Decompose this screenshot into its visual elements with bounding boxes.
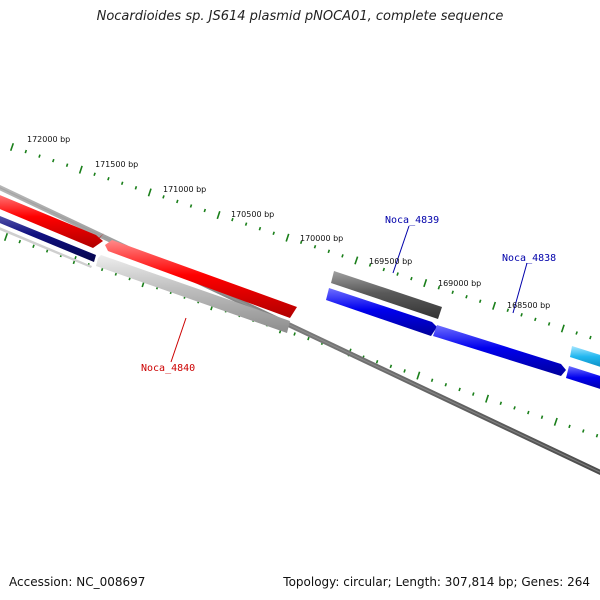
outer-scale-tick: [547, 322, 551, 326]
backbone-highlight: [0, 187, 600, 473]
outer-scale-tick: [534, 317, 537, 322]
outer-scale-tick: [285, 233, 290, 242]
outer-scale-tick: [120, 181, 124, 186]
gene-label-noca-4840[interactable]: Noca_4840: [141, 363, 195, 374]
scale-label-169000: 169000 bp: [438, 279, 481, 288]
scale-label-168500: 168500 bp: [507, 301, 550, 310]
gene-cyan-edge[interactable]: [570, 346, 600, 370]
outer-scale-tick: [410, 276, 413, 281]
gene-blue-edge[interactable]: [566, 366, 600, 392]
outer-scale-tick: [258, 226, 262, 231]
inner-scale-tick: [582, 429, 585, 433]
inner-scale-tick: [389, 364, 393, 369]
outer-scale-tick: [478, 299, 482, 304]
scale-label-170000: 170000 bp: [300, 234, 343, 243]
inner-scale-tick: [416, 371, 421, 380]
gene-noca-4838[interactable]: [433, 325, 566, 376]
inner-scale-tick: [444, 383, 448, 387]
outer-scale-tick: [189, 204, 193, 208]
outer-scale-tick: [272, 231, 275, 235]
outer-scale-tick: [24, 149, 28, 154]
gene-noca-4840-b[interactable]: [96, 255, 290, 333]
inner-scale-tick: [293, 332, 296, 336]
outer-scale-tick: [65, 163, 69, 167]
scale-label-169500: 169500 bp: [369, 257, 412, 266]
outer-scale-tick: [465, 294, 468, 299]
gene-label-noca-4839[interactable]: Noca_4839: [385, 215, 439, 226]
gene-label-noca-4838[interactable]: Noca_4838: [502, 253, 556, 264]
outer-scale-tick: [162, 195, 165, 199]
gene-navy-1[interactable]: [0, 212, 96, 262]
inner-scale-tick: [553, 417, 558, 426]
outer-scale-tick: [451, 290, 454, 294]
scale-label-170500: 170500 bp: [231, 210, 274, 219]
outer-scale-tick: [341, 254, 344, 258]
outer-scale-tick: [38, 154, 41, 158]
outer-scale-tick: [520, 313, 523, 317]
outer-scale-tick: [52, 158, 55, 163]
inner-scale-tick: [499, 401, 503, 406]
outer-scale-tick: [506, 308, 510, 313]
outer-scale-tick: [107, 176, 110, 181]
outer-scale-tick: [396, 272, 399, 276]
inner-scale-tick: [540, 415, 544, 419]
topology-summary-text: Topology: circular; Length: 307,814 bp; …: [283, 575, 590, 589]
inner-scale-tick: [403, 369, 406, 373]
scale-label-171500: 171500 bp: [95, 160, 138, 169]
inner-scale-tick: [458, 387, 461, 392]
inner-scale-tick: [375, 359, 379, 364]
outer-scale-tick: [147, 188, 152, 197]
gene-noca-4839[interactable]: [326, 288, 437, 336]
gene-red-fwd-2[interactable]: [0, 191, 103, 248]
outer-scale-tick: [560, 324, 565, 333]
inner-scale-tick: [430, 378, 434, 382]
outer-scale-tick: [354, 256, 359, 265]
outer-scale-tick: [203, 208, 207, 213]
outer-scale-tick: [299, 240, 303, 245]
outer-scale-tick: [176, 199, 179, 204]
outer-scale-tick: [78, 165, 83, 174]
outer-scale-tick: [9, 142, 15, 152]
outer-scale-tick: [423, 279, 428, 288]
map-title: Nocardioides sp. JS614 plasmid pNOCA01, …: [96, 9, 504, 24]
outer-scale-tick: [492, 301, 497, 310]
gene-navy-outline: [0, 227, 92, 268]
inner-scale-tick: [3, 232, 9, 242]
callout-noca-4838: [512, 262, 528, 314]
outer-scale-tick: [368, 263, 372, 267]
inner-scale-tick: [568, 424, 571, 429]
inner-scale-tick: [472, 392, 475, 396]
inner-scale-tick: [595, 433, 599, 438]
outer-scale-tick: [231, 217, 234, 222]
inner-scale-tick: [100, 267, 104, 272]
inner-scale-tick: [32, 244, 35, 249]
outer-scale-tick: [327, 249, 331, 254]
outer-scale-tick: [134, 186, 138, 190]
inner-scale-tick: [527, 410, 530, 415]
outer-scale-tick: [575, 331, 578, 335]
scale-label-171000: 171000 bp: [163, 185, 206, 194]
accession-text: Accession: NC_008697: [9, 575, 146, 589]
scale-label-172000: 172000 bp: [27, 135, 70, 144]
inner-scale-tick: [485, 394, 490, 403]
inner-scale-tick: [513, 406, 516, 410]
outer-scale-ticks: [9, 142, 592, 340]
callout-noca-4840: [170, 317, 187, 363]
outer-scale-tick: [216, 211, 221, 220]
gene-noca-4840-a[interactable]: [105, 240, 297, 318]
inner-scale-tick: [307, 336, 310, 341]
outer-scale-tick: [244, 222, 248, 226]
inner-scale-tick: [18, 239, 22, 244]
outer-scale-tick: [437, 285, 441, 290]
outer-scale-tick: [589, 335, 592, 340]
outer-scale-tick: [313, 245, 317, 249]
outer-scale-tick: [382, 267, 386, 272]
outer-scale-tick: [93, 172, 96, 176]
gene-noca-4839-gray[interactable]: [331, 271, 442, 319]
callout-noca-4839: [392, 225, 410, 274]
